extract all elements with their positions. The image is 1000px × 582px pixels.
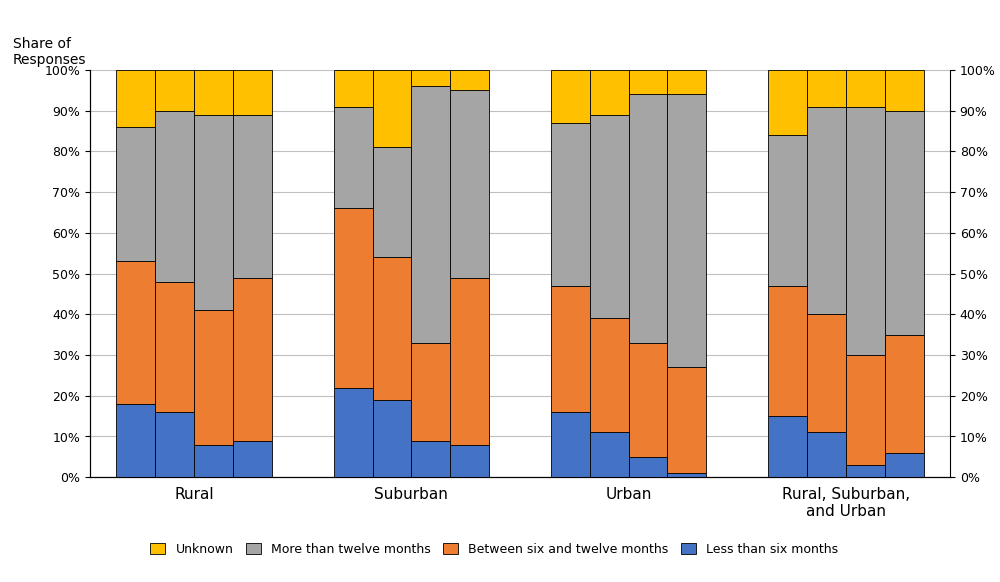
Bar	[807, 70, 846, 107]
Bar	[116, 404, 155, 477]
Bar	[551, 123, 590, 286]
Bar	[551, 70, 590, 123]
Bar	[885, 335, 924, 453]
Bar	[116, 70, 155, 127]
Legend: Unknown, More than twelve months, Between six and twelve months, Less than six m: Unknown, More than twelve months, Betwee…	[145, 538, 843, 560]
Bar	[885, 70, 924, 111]
Bar	[846, 355, 885, 465]
Bar	[155, 412, 194, 477]
Bar	[551, 286, 590, 412]
Bar	[373, 257, 411, 400]
Bar	[667, 70, 706, 94]
Bar	[846, 107, 885, 355]
Bar	[768, 135, 807, 286]
Bar	[768, 286, 807, 416]
Bar	[590, 318, 629, 432]
Bar	[629, 457, 667, 477]
Bar	[885, 453, 924, 477]
Bar	[233, 441, 272, 477]
Bar	[551, 412, 590, 477]
Bar	[373, 147, 411, 257]
Bar	[629, 94, 667, 343]
Bar	[334, 388, 373, 477]
Bar	[590, 432, 629, 477]
Bar	[768, 416, 807, 477]
Bar	[450, 90, 489, 278]
Bar	[667, 367, 706, 473]
Bar	[450, 445, 489, 477]
Bar	[450, 278, 489, 445]
Bar	[807, 314, 846, 432]
Bar	[885, 111, 924, 335]
Bar	[233, 278, 272, 441]
Bar	[373, 70, 411, 147]
Bar	[667, 94, 706, 367]
Bar	[194, 115, 233, 310]
Bar	[768, 70, 807, 135]
Bar	[194, 70, 233, 115]
Bar	[450, 70, 489, 90]
Bar	[373, 400, 411, 477]
Bar	[411, 343, 450, 441]
Bar	[233, 70, 272, 115]
Bar	[807, 432, 846, 477]
Bar	[233, 115, 272, 278]
Text: Share of
Responses: Share of Responses	[13, 37, 86, 68]
Bar	[590, 115, 629, 318]
Bar	[116, 261, 155, 404]
Bar	[629, 70, 667, 94]
Bar	[194, 310, 233, 445]
Bar	[629, 343, 667, 457]
Bar	[155, 111, 194, 282]
Bar	[667, 473, 706, 477]
Bar	[807, 107, 846, 314]
Bar	[846, 465, 885, 477]
Bar	[411, 70, 450, 86]
Bar	[334, 107, 373, 208]
Bar	[194, 445, 233, 477]
Bar	[411, 441, 450, 477]
Bar	[334, 70, 373, 107]
Bar	[411, 86, 450, 343]
Bar	[116, 127, 155, 261]
Bar	[155, 282, 194, 412]
Bar	[590, 70, 629, 115]
Bar	[155, 70, 194, 111]
Bar	[334, 208, 373, 388]
Bar	[846, 70, 885, 107]
